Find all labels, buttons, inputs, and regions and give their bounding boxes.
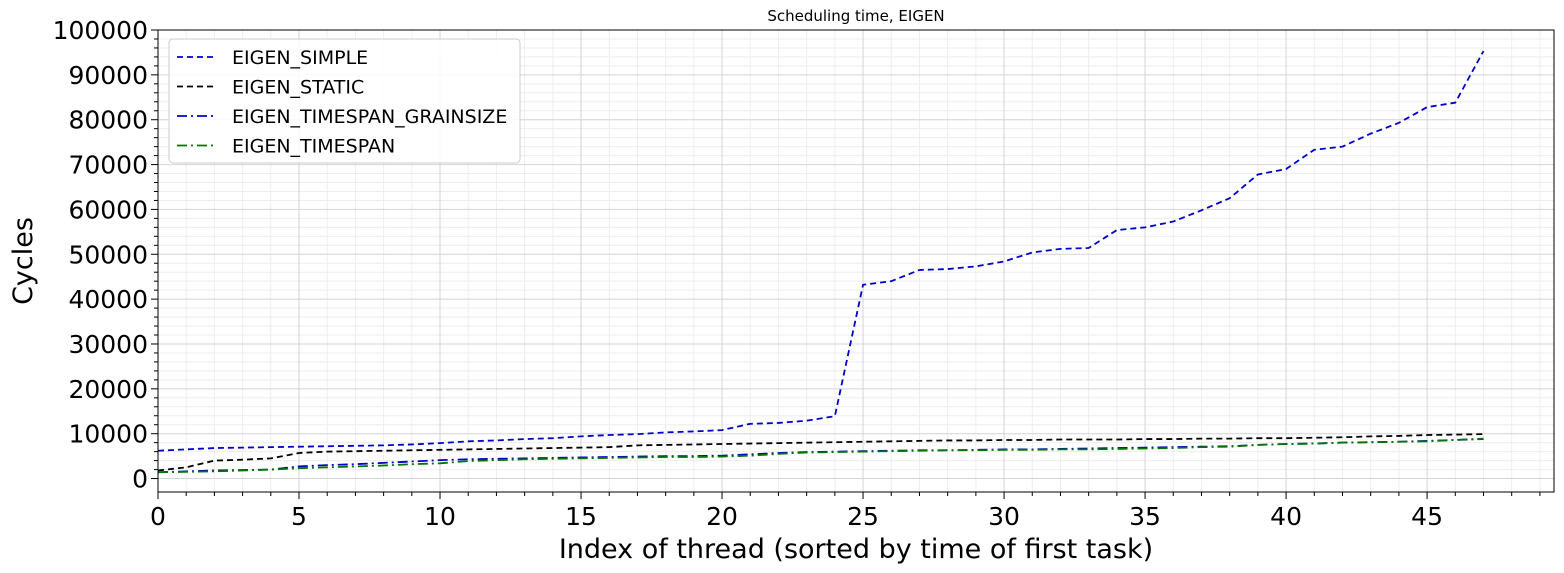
y-tick-label: 70000 — [68, 151, 148, 180]
plot-frame — [157, 29, 1555, 493]
series-line-4 — [157, 437, 1484, 474]
x-tick-label: 30 — [988, 502, 1020, 531]
axis-ticks: 0 5 10 15 20 25 30 35 40 45 0 10000 20000 30000 40000 5… — [53, 16, 1541, 531]
y-tick-label: 10000 — [68, 420, 148, 449]
x-tick-label: 0 — [150, 502, 166, 531]
y-tick-label: 20000 — [68, 375, 148, 404]
x-axis-label: Index of thread (sorted by time of first… — [559, 534, 1153, 565]
x-tick-label: 40 — [1270, 502, 1302, 531]
legend-box — [168, 38, 521, 164]
x-tick-label: 10 — [424, 502, 456, 531]
x-tick-label: 20 — [706, 502, 738, 531]
chart-title: Scheduling time, EIGEN — [767, 7, 944, 25]
legend-label: EIGEN_STATIC — [232, 77, 364, 99]
legend-label: EIGEN_TIMESPAN — [232, 136, 395, 158]
x-tick-label: 5 — [291, 502, 307, 531]
y-tick-label: 60000 — [68, 195, 148, 224]
series-line-1 — [157, 50, 1485, 452]
x-tick-label: 45 — [1411, 502, 1443, 531]
legend: EIGEN_SIMPLE EIGEN_STATIC EIGEN_TIMESPAN_G… — [168, 38, 521, 164]
y-tick-label: 40000 — [68, 285, 148, 314]
y-tick-label: 50000 — [68, 240, 148, 269]
y-tick-label: 100000 — [53, 16, 148, 45]
series-line-2 — [157, 433, 1484, 472]
legend-label: EIGEN_SIMPLE — [232, 47, 368, 69]
y-tick-label: 0 — [132, 465, 148, 494]
y-tick-label: 90000 — [68, 61, 148, 90]
x-tick-label: 35 — [1129, 502, 1161, 531]
y-axis-label: Cycles — [8, 217, 39, 305]
series-lines — [157, 50, 1485, 474]
y-tick-label: 80000 — [68, 106, 148, 135]
x-tick-label: 15 — [565, 502, 597, 531]
y-tick-label: 30000 — [68, 330, 148, 359]
legend-label: EIGEN_TIMESPAN_GRAINSIZE — [232, 106, 507, 128]
x-tick-label: 25 — [847, 502, 879, 531]
